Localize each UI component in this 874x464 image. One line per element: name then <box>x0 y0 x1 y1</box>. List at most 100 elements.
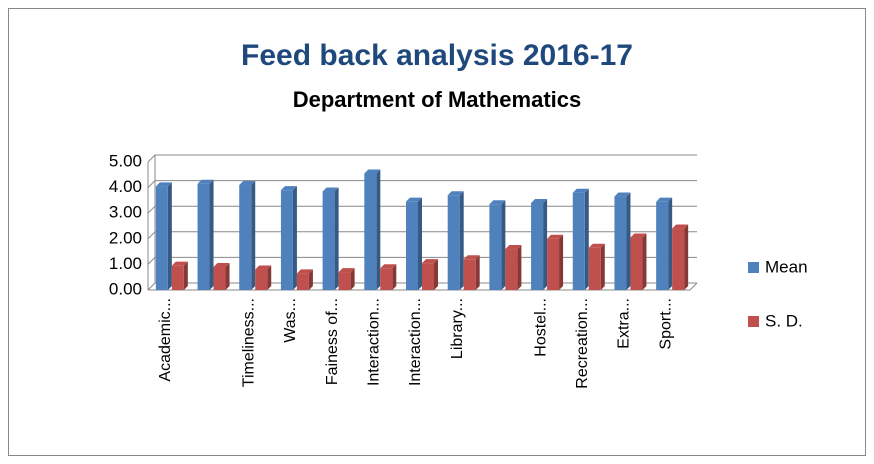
legend-label: Mean <box>765 257 808 276</box>
x-tick-label: Interaction... <box>407 298 424 386</box>
y-tick-label: 2.00 <box>109 228 142 247</box>
bar-side <box>626 192 631 290</box>
bar-top <box>406 197 422 202</box>
legend-swatch <box>748 316 759 327</box>
bar-top <box>572 188 589 193</box>
bar-top <box>422 259 438 264</box>
bar <box>406 201 418 290</box>
bar <box>296 273 309 290</box>
grid-line <box>147 180 156 188</box>
bar-side <box>183 261 188 290</box>
y-tick-label: 3.00 <box>109 203 142 222</box>
bar-top <box>338 268 355 273</box>
bar-side <box>334 187 339 290</box>
bar <box>280 190 293 290</box>
bar-top <box>656 197 673 202</box>
bar <box>364 173 377 290</box>
bar-side <box>350 268 355 290</box>
bar-side <box>392 264 397 290</box>
y-tick-label: 1.00 <box>109 254 142 273</box>
bar <box>239 185 252 290</box>
bar <box>630 237 643 290</box>
bar-top <box>255 265 272 270</box>
bar <box>338 272 351 290</box>
bar <box>422 263 434 290</box>
bar-side <box>434 259 438 290</box>
bar <box>197 183 210 290</box>
bar-top <box>171 261 188 266</box>
bar-side <box>584 188 589 290</box>
bar <box>155 186 168 290</box>
chart-subtitle: Department of Mathematics <box>293 87 582 112</box>
bar-side <box>543 198 548 290</box>
bar-side <box>209 179 214 290</box>
bar <box>614 196 627 290</box>
bar-side <box>475 255 480 290</box>
x-tick-label: Fainess of... <box>324 298 341 385</box>
grid-line <box>147 154 156 163</box>
y-tick-label: 0.00 <box>109 279 142 298</box>
bar-top <box>239 181 256 186</box>
bar-top <box>505 245 522 250</box>
bar-top <box>547 234 564 239</box>
bar-top <box>630 233 647 238</box>
bar-top <box>672 224 689 229</box>
x-tick-label: Interaction... <box>366 298 383 386</box>
bar-top <box>155 182 172 187</box>
chart-title: Feed back analysis 2016-17 <box>241 39 633 72</box>
grid-line <box>147 257 156 265</box>
x-tick-label: Sport... <box>657 298 674 350</box>
grid-line <box>147 205 156 214</box>
bar <box>572 192 585 290</box>
bar-top <box>280 186 297 191</box>
y-tick-label: 4.00 <box>109 177 142 196</box>
bar-top <box>531 198 548 203</box>
x-tick-label: Extra... <box>616 298 633 349</box>
bar-side <box>225 262 230 290</box>
bar-top <box>614 192 631 197</box>
bar-top <box>447 191 464 196</box>
legend-swatch <box>748 262 759 273</box>
bar-top <box>463 255 480 260</box>
grid-line <box>147 282 156 291</box>
bar <box>255 269 268 290</box>
bar <box>547 238 560 290</box>
axis <box>689 282 698 291</box>
bar <box>656 201 669 290</box>
bar-side <box>459 191 464 290</box>
bar <box>463 259 476 290</box>
bar-side <box>668 197 673 290</box>
bar-side <box>600 243 605 290</box>
bar-side <box>642 233 647 290</box>
bar <box>322 191 335 290</box>
bar-top <box>380 264 397 269</box>
x-tick-label: Timeliness... <box>240 298 257 387</box>
bar <box>505 249 518 290</box>
bar-side <box>292 186 297 290</box>
bar-side <box>376 169 381 290</box>
bar <box>213 266 226 290</box>
bar-top <box>296 269 313 274</box>
bar-side <box>167 182 172 290</box>
bar-side <box>308 269 313 290</box>
bar-side <box>251 181 256 290</box>
bar-top <box>588 243 605 248</box>
bar-side <box>517 245 522 290</box>
bar-side <box>501 200 506 290</box>
bar <box>447 195 460 290</box>
legend-label: S. D. <box>765 311 803 330</box>
x-tick-label: Academic... <box>157 298 174 382</box>
bar-top <box>364 169 381 174</box>
bar-side <box>559 234 564 290</box>
x-tick-label: Recreation... <box>574 298 591 389</box>
bar-top <box>322 187 339 192</box>
x-tick-label: Library... <box>449 298 466 359</box>
bar <box>489 204 502 290</box>
grid-line <box>147 231 156 240</box>
bar <box>380 268 393 290</box>
x-tick-label: Was... <box>282 298 299 343</box>
bar <box>588 247 601 290</box>
bar-side <box>267 265 272 290</box>
